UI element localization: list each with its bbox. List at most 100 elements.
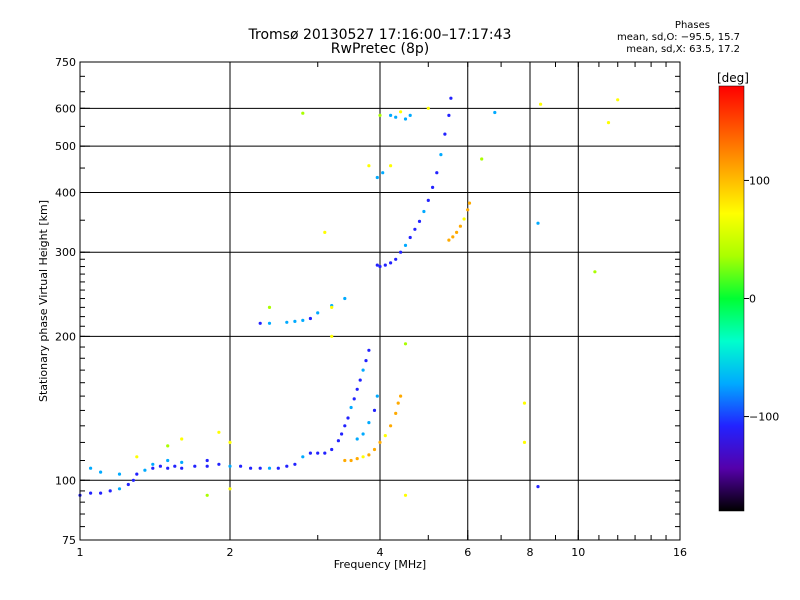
data-point [180, 437, 184, 441]
phases-box: Phases mean, sd,O: −95.5, 15.7 mean, sd,… [590, 20, 740, 56]
data-point [394, 115, 398, 119]
x-tick-label: 4 [377, 546, 384, 559]
colorbar-tick-label: −100 [749, 411, 779, 424]
data-point [378, 264, 382, 269]
plot-grid [80, 62, 680, 540]
data-point [466, 208, 470, 212]
data-point [364, 359, 368, 363]
data-point [435, 171, 439, 175]
data-point [422, 209, 426, 214]
data-point [426, 106, 430, 110]
y-tick-label: 75 [62, 534, 76, 547]
data-point [205, 493, 209, 497]
data-point [399, 110, 403, 114]
data-point [267, 466, 272, 470]
data-point [399, 250, 403, 254]
data-point [381, 171, 385, 175]
data-point [451, 235, 455, 239]
data-point [375, 263, 379, 267]
data-point [396, 401, 400, 405]
data-point [616, 98, 620, 102]
data-point [267, 321, 272, 325]
data-point [346, 416, 350, 420]
colorbar-title: [deg] [717, 71, 749, 85]
phases-x-stats: mean, sd,X: 63.5, 17.2 [626, 44, 740, 55]
y-tick-label: 600 [55, 102, 76, 115]
x-tick-label: 1 [77, 546, 84, 559]
plot-points [78, 96, 620, 497]
data-point [316, 451, 320, 455]
data-point [455, 230, 459, 234]
data-point [389, 261, 393, 265]
data-point [426, 198, 430, 202]
y-axis-label: Stationary phase Virtual Height [km] [37, 200, 50, 402]
data-point [375, 175, 379, 180]
y-tick-label: 200 [55, 330, 76, 343]
y-tick-label: 300 [55, 246, 76, 259]
data-point [361, 368, 365, 372]
data-point [449, 96, 453, 100]
data-point [143, 468, 147, 472]
data-point [228, 487, 232, 491]
data-point [193, 464, 197, 468]
data-point [361, 432, 365, 436]
data-point [439, 153, 443, 157]
data-point [126, 482, 130, 487]
data-point [343, 424, 347, 428]
data-point [349, 458, 353, 463]
data-point [267, 305, 272, 309]
x-tick-label: 8 [527, 546, 534, 559]
x-tick-label: 6 [464, 546, 471, 559]
data-point [447, 113, 451, 117]
data-point [349, 405, 353, 410]
data-point [99, 470, 103, 474]
data-point [394, 257, 398, 261]
data-point [205, 464, 209, 468]
data-point [330, 447, 334, 452]
data-point [522, 440, 527, 444]
data-point [431, 185, 435, 189]
data-point [367, 348, 371, 352]
data-point [606, 121, 611, 125]
y-tick-label: 400 [55, 186, 76, 199]
data-point [180, 466, 184, 470]
data-point [293, 462, 297, 466]
data-point [228, 440, 232, 444]
data-point [239, 464, 243, 468]
data-point [352, 397, 356, 401]
data-point [173, 464, 177, 468]
data-point [458, 224, 462, 228]
data-point [323, 230, 327, 234]
colorbar-tick-label: 0 [749, 293, 756, 306]
data-point [536, 485, 540, 489]
data-point [367, 421, 371, 425]
data-point [372, 408, 377, 412]
x-tick-label: 10 [571, 546, 585, 559]
data-point [249, 466, 253, 470]
colorbar-gradient [718, 85, 745, 512]
data-point [135, 455, 139, 459]
data-point [462, 217, 466, 221]
data-point [151, 466, 155, 470]
x-axis-label: Frequency [MHz] [334, 558, 426, 571]
data-point [403, 243, 408, 247]
data-point [403, 117, 408, 121]
chart-title: Tromsø 20130527 17:16:00–17:17:43 [248, 27, 512, 43]
data-point [99, 491, 103, 495]
data-point [355, 437, 359, 441]
data-point [330, 334, 334, 338]
data-point [408, 235, 412, 240]
data-point [308, 451, 312, 455]
data-point [389, 164, 393, 168]
phases-o-stats: mean, sd,O: −95.5, 15.7 [617, 32, 740, 43]
data-point [408, 113, 412, 117]
data-point [389, 424, 393, 428]
data-point [383, 263, 387, 267]
data-point [399, 394, 403, 398]
data-point [403, 493, 408, 497]
data-point [158, 464, 162, 468]
data-point [131, 478, 135, 482]
data-point [166, 444, 170, 448]
data-point [343, 458, 347, 463]
